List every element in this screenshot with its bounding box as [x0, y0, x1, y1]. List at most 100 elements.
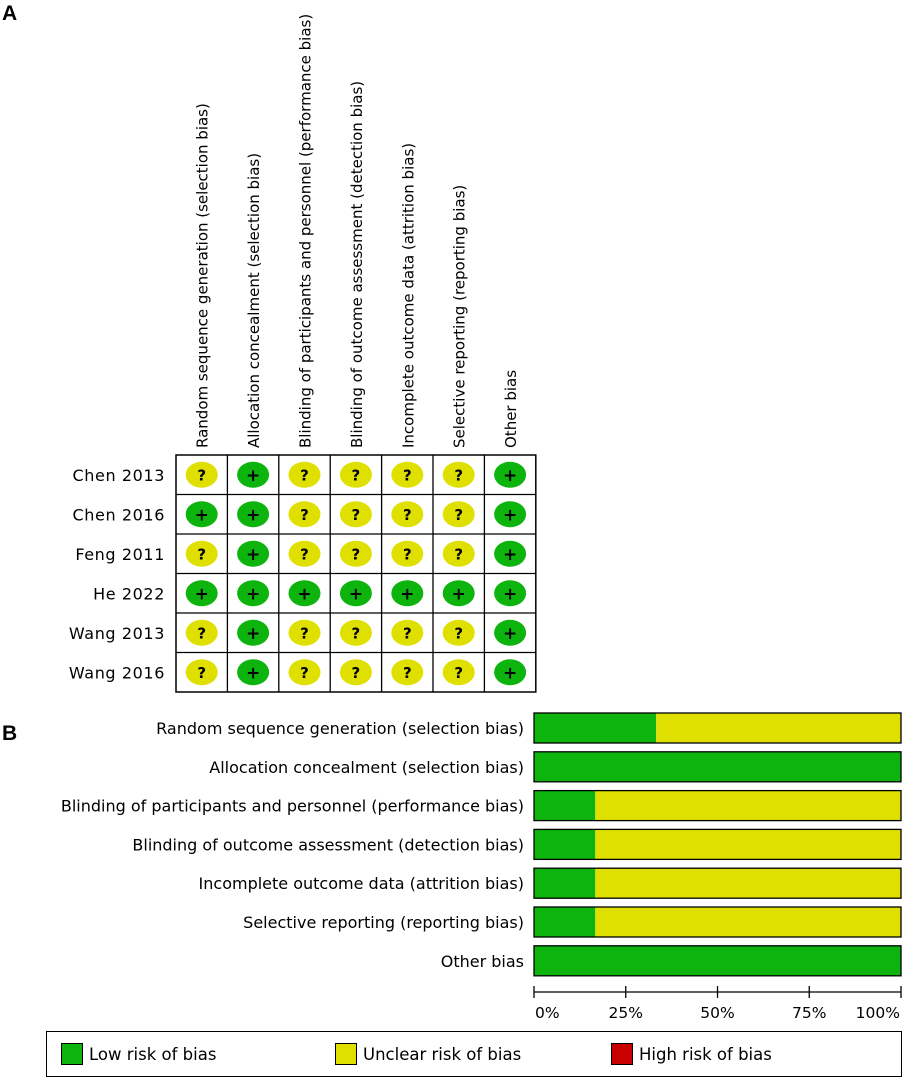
bar-outline — [533, 945, 902, 977]
bar-segment-unclear — [595, 907, 901, 937]
legend-swatch-high — [611, 1043, 633, 1065]
legend-label-low: Low risk of bias — [89, 1044, 217, 1064]
judgement-unclear-symbol: ? — [352, 545, 361, 563]
legend-item-high: High risk of bias — [611, 1042, 772, 1066]
judgement-unclear-marker — [288, 540, 321, 567]
judgement-low-marker — [237, 540, 270, 567]
judgement-unclear-symbol: ? — [454, 466, 463, 484]
judgement-low-symbol: + — [503, 584, 517, 604]
judgement-unclear-symbol: ? — [352, 664, 361, 682]
judgement-low-marker — [494, 461, 527, 488]
bar-segment-unclear — [595, 790, 901, 821]
bar-segment-low — [534, 907, 596, 937]
column-header-blinding-of-outcome-assessment-detection-bias: Blinding of outcome assessment (detectio… — [348, 81, 366, 448]
judgement-unclear-marker — [185, 461, 218, 488]
judgement-low-symbol: + — [246, 505, 260, 525]
x-axis-tick-label: 75% — [792, 1004, 826, 1022]
bar-segment-low — [534, 945, 901, 976]
legend-label-unclear: Unclear risk of bias — [363, 1044, 522, 1064]
legend-swatch-unclear — [335, 1043, 357, 1065]
x-axis-tick-label: 100% — [856, 1004, 900, 1022]
column-header-random-sequence-generation-selection-bias: Random sequence generation (selection bi… — [194, 103, 212, 448]
judgement-unclear-marker — [185, 659, 218, 686]
judgement-low-symbol: + — [297, 584, 311, 604]
judgement-unclear-marker — [185, 540, 218, 567]
judgement-unclear-marker — [339, 540, 372, 567]
judgement-low-marker — [237, 461, 270, 488]
judgement-low-marker — [185, 501, 218, 528]
bar-segment-low — [534, 713, 657, 743]
bar-segment-unclear — [656, 713, 901, 743]
judgement-unclear-symbol: ? — [403, 466, 412, 484]
judgement-unclear-symbol: ? — [403, 664, 412, 682]
judgement-low-marker — [288, 580, 321, 607]
risk-of-bias-graph: Random sequence generation (selection bi… — [61, 712, 902, 1022]
judgement-unclear-marker — [391, 659, 424, 686]
judgement-low-symbol: + — [503, 663, 517, 683]
judgement-low-marker — [237, 659, 270, 686]
judgement-low-symbol: + — [452, 584, 466, 604]
bar-outline — [533, 712, 902, 744]
judgement-low-symbol: + — [195, 505, 209, 525]
bar-label-other-bias: Other bias — [441, 952, 524, 971]
judgement-unclear-symbol: ? — [197, 624, 206, 642]
judgement-unclear-symbol: ? — [454, 545, 463, 563]
judgement-low-symbol: + — [503, 466, 517, 486]
row-label-wang-2013: Wang 2013 — [69, 624, 165, 643]
panel-a-label: A — [2, 2, 18, 25]
row-label-he-2022: He 2022 — [93, 584, 165, 603]
judgement-unclear-symbol: ? — [300, 466, 309, 484]
legend-label-high: High risk of bias — [639, 1044, 772, 1064]
row-label-wang-2016: Wang 2016 — [69, 663, 165, 682]
bar-segment-unclear — [595, 829, 901, 860]
bar-outline — [533, 751, 902, 783]
judgement-low-marker — [494, 619, 527, 646]
column-header-allocation-concealment-selection-bias: Allocation concealment (selection bias) — [245, 153, 263, 448]
bar-segment-low — [534, 751, 901, 782]
judgement-unclear-marker — [185, 619, 218, 646]
judgement-low-marker — [237, 619, 270, 646]
judgement-unclear-symbol: ? — [403, 545, 412, 563]
judgement-unclear-symbol: ? — [197, 664, 206, 682]
bar-label-blinding-of-outcome-assessment-detection-bias: Blinding of outcome assessment (detectio… — [132, 835, 524, 854]
bar-label-random-sequence-generation-selection-bias: Random sequence generation (selection bi… — [156, 719, 524, 738]
judgement-unclear-marker — [442, 461, 475, 488]
judgement-low-marker — [494, 501, 527, 528]
judgement-unclear-symbol: ? — [352, 506, 361, 524]
judgement-low-symbol: + — [400, 584, 414, 604]
judgement-low-marker — [494, 659, 527, 686]
row-label-chen-2013: Chen 2013 — [72, 466, 165, 485]
judgement-unclear-marker — [339, 659, 372, 686]
judgement-unclear-symbol: ? — [197, 466, 206, 484]
judgement-low-symbol: + — [246, 624, 260, 644]
row-label-feng-2011: Feng 2011 — [75, 545, 165, 564]
judgement-unclear-marker — [391, 461, 424, 488]
judgement-unclear-symbol: ? — [300, 664, 309, 682]
judgement-unclear-marker — [339, 619, 372, 646]
judgement-unclear-symbol: ? — [403, 624, 412, 642]
row-label-chen-2016: Chen 2016 — [72, 505, 165, 524]
judgement-low-marker — [391, 580, 424, 607]
bar-label-selective-reporting-reporting-bias: Selective reporting (reporting bias) — [243, 913, 524, 932]
judgement-unclear-marker — [391, 501, 424, 528]
legend-item-unclear: Unclear risk of bias — [335, 1042, 521, 1066]
judgement-unclear-marker — [339, 461, 372, 488]
judgement-unclear-marker — [288, 501, 321, 528]
judgement-low-symbol: + — [195, 584, 209, 604]
judgement-low-marker — [237, 580, 270, 607]
x-axis-tick-label: 0% — [535, 1004, 560, 1022]
judgement-low-symbol: + — [349, 584, 363, 604]
column-header-blinding-of-participants-and-personnel-performance-bias: Blinding of participants and personnel (… — [297, 14, 315, 448]
bar-segment-low — [534, 790, 596, 821]
x-axis-tick-label: 25% — [609, 1004, 643, 1022]
judgement-unclear-symbol: ? — [403, 506, 412, 524]
legend-item-low: Low risk of bias — [61, 1042, 216, 1066]
judgement-unclear-marker — [442, 619, 475, 646]
judgement-unclear-symbol: ? — [197, 545, 206, 563]
judgement-unclear-marker — [288, 461, 321, 488]
judgement-unclear-marker — [391, 619, 424, 646]
judgement-low-symbol: + — [246, 584, 260, 604]
judgement-unclear-marker — [288, 619, 321, 646]
judgement-low-marker — [185, 580, 218, 607]
bar-label-allocation-concealment-selection-bias: Allocation concealment (selection bias) — [209, 758, 524, 777]
